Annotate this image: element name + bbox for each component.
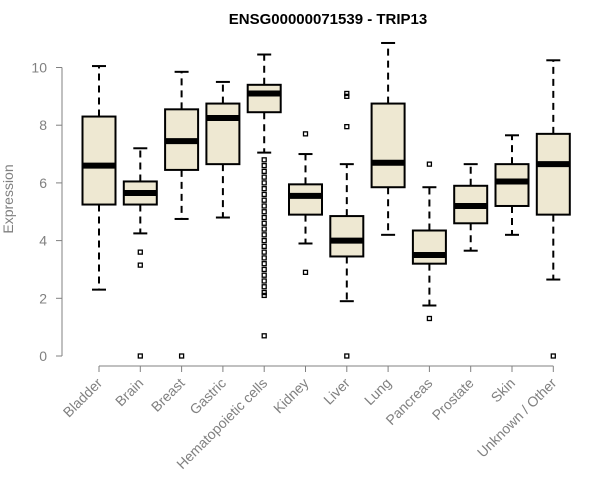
x-tick-label: Skin <box>488 375 519 406</box>
outlier-point <box>426 315 433 322</box>
outlier-point <box>261 237 267 244</box>
outlier-point <box>302 269 309 275</box>
outlier-point <box>261 157 267 163</box>
y-tick-label: 2 <box>39 290 47 306</box>
outlier-point <box>261 203 267 209</box>
outlier-point <box>261 249 267 255</box>
box-group <box>288 131 323 275</box>
box-group <box>535 59 571 359</box>
box-iqr <box>370 102 406 189</box>
y-tick-label: 4 <box>39 233 47 249</box>
outlier-point <box>261 197 267 203</box>
outlier-point <box>261 284 267 290</box>
box-iqr <box>81 115 117 206</box>
outlier-point <box>261 226 267 232</box>
outlier-point <box>261 278 267 284</box>
box-group <box>246 53 282 339</box>
outlier-point <box>302 131 309 137</box>
outlier-point <box>550 353 556 359</box>
y-axis-label: Expression <box>0 164 16 233</box>
outlier-point <box>261 180 267 186</box>
box-group <box>453 163 489 252</box>
outlier-point <box>261 220 267 226</box>
outlier-point <box>261 333 267 339</box>
outlier-point <box>261 174 267 180</box>
outlier-point <box>261 214 267 221</box>
outlier-point <box>344 90 350 97</box>
box-iqr <box>329 215 365 258</box>
outlier-point <box>261 243 267 250</box>
box-iqr <box>494 163 530 207</box>
y-tick-label: 10 <box>31 60 47 76</box>
outlier-point <box>261 289 267 296</box>
outlier-point <box>261 261 267 267</box>
outlier-point <box>178 353 185 359</box>
box-iqr <box>205 102 241 166</box>
box-iqr <box>535 132 571 216</box>
box-iqr <box>288 183 323 216</box>
y-tick-label: 0 <box>39 348 47 364</box>
box-group <box>122 147 158 359</box>
box-group <box>329 90 365 359</box>
outlier-point <box>344 123 350 130</box>
x-tick-label: Liver <box>320 375 353 408</box>
y-tick-label: 6 <box>39 175 47 191</box>
x-tick-label: Lung <box>361 375 394 408</box>
boxes-group <box>81 41 571 359</box>
outlier-point <box>261 162 267 169</box>
outlier-point <box>261 292 267 299</box>
box-iqr <box>411 229 447 265</box>
outlier-point <box>344 353 350 359</box>
outlier-point <box>261 186 267 192</box>
x-tick-label: Prostate <box>429 375 477 423</box>
box-group <box>411 161 447 322</box>
box-group <box>81 65 117 291</box>
outlier-point <box>344 93 350 99</box>
outlier-point <box>261 168 267 175</box>
box-group <box>370 41 406 236</box>
x-tick-label: Bladder <box>60 375 106 421</box>
x-tick-label: Brain <box>112 375 146 409</box>
outlier-point <box>261 272 267 278</box>
outlier-point <box>137 262 143 268</box>
outlier-point <box>261 209 267 215</box>
box-group <box>205 80 241 219</box>
outlier-point <box>261 255 267 261</box>
outlier-point <box>137 353 143 359</box>
outlier-point <box>261 232 267 238</box>
box-iqr <box>246 83 282 114</box>
box-group <box>164 70 200 359</box>
x-tick-label: Breast <box>148 375 188 415</box>
x-tick-label: Kidney <box>270 375 312 417</box>
y-tick-label: 8 <box>39 117 47 133</box>
y-axis: 0 2 4 6 8 10 <box>31 60 63 364</box>
chart-title: ENSG00000071539 - TRIP13 <box>229 11 427 28</box>
outlier-point <box>261 191 267 198</box>
box-group <box>494 134 530 236</box>
outlier-point <box>261 266 267 273</box>
outlier-point <box>137 249 143 255</box>
outlier-point <box>426 161 433 167</box>
